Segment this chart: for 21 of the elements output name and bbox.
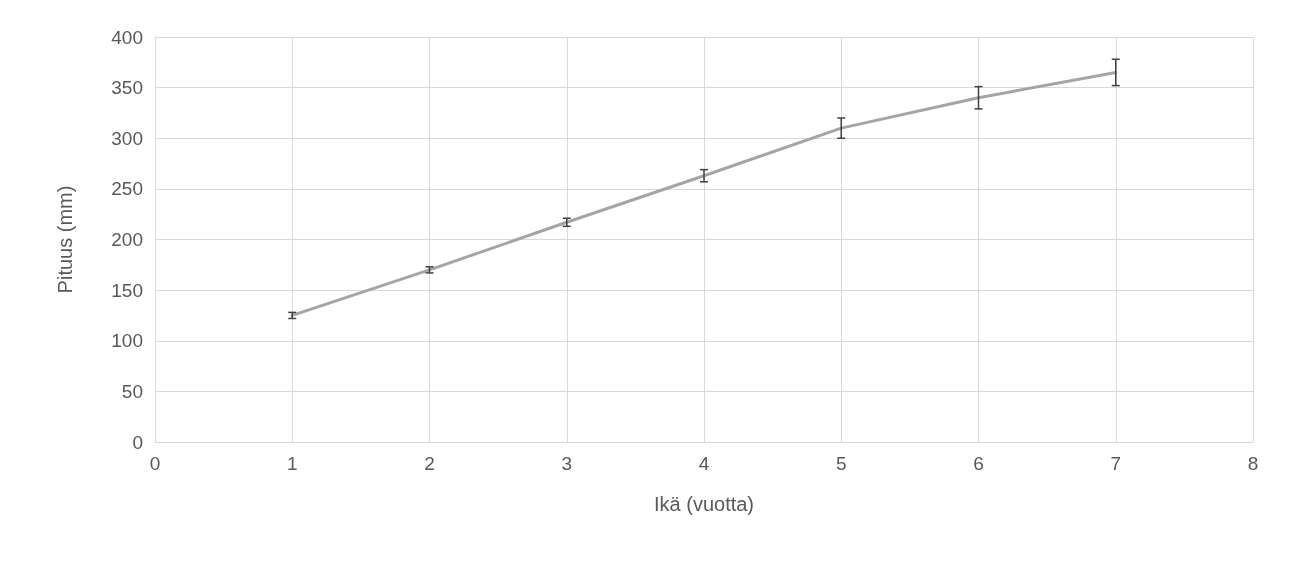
x-tick-label: 8 (1247, 453, 1259, 474)
y-tick-label: 0 (132, 431, 143, 453)
y-tick-label: 100 (111, 330, 143, 352)
x-tick-label: 1 (286, 453, 298, 474)
y-tick-label: 300 (111, 127, 143, 149)
x-axis-title: Ikä (vuotta) (653, 493, 755, 515)
x-tick-label: 3 (561, 453, 573, 474)
x-tick-label: 6 (973, 453, 984, 474)
y-tick-label: 350 (111, 77, 143, 99)
y-tick-label: 200 (111, 229, 143, 250)
x-tick-label: 7 (1110, 453, 1122, 474)
x-tick-label: 0 (149, 453, 161, 474)
y-tick-label: 250 (111, 178, 143, 200)
y-axis-title: Pituus (mm) (54, 185, 76, 294)
x-tick-label: 5 (835, 453, 847, 474)
y-tick-label: 400 (111, 26, 143, 48)
y-tick-label: 50 (121, 380, 143, 402)
x-tick-label: 2 (424, 453, 435, 474)
x-tick-label: 4 (698, 453, 710, 474)
line-series (290, 70, 1118, 317)
y-tick-label: 150 (111, 279, 143, 301)
